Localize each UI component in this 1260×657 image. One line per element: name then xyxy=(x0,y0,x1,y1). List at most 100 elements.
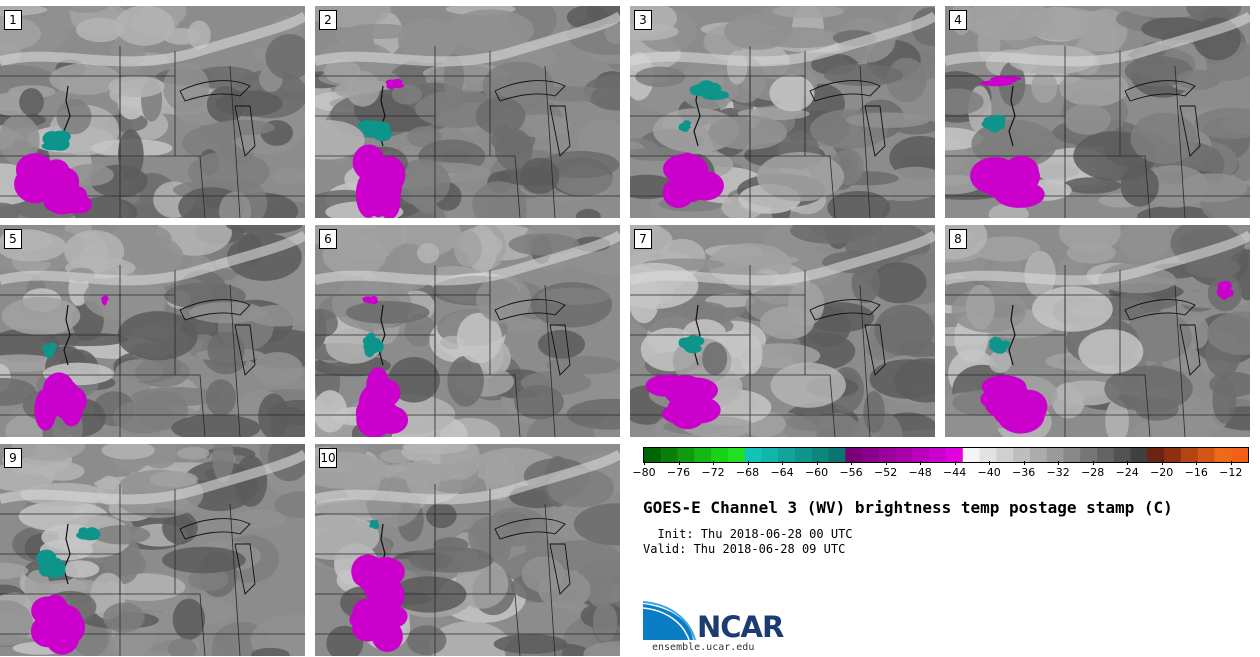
colorbar-bin xyxy=(1013,448,1031,462)
colorbar-bin xyxy=(1113,448,1132,462)
river-line xyxy=(693,85,701,147)
convective-cloud xyxy=(67,186,88,205)
cold-cloud-top xyxy=(375,340,384,353)
convective-cloud xyxy=(366,367,390,409)
cloud-texture xyxy=(1057,257,1085,280)
panel-number: 2 xyxy=(319,10,337,30)
colorbar-tickmark xyxy=(1196,461,1198,465)
colorbar-bin xyxy=(1147,448,1165,462)
cloud-texture xyxy=(271,167,305,185)
cloud-texture xyxy=(520,157,560,194)
cloud-texture xyxy=(114,6,175,46)
cloud-texture xyxy=(0,562,29,580)
panel-number: 8 xyxy=(949,229,967,249)
convective-cloud xyxy=(1221,288,1234,298)
cloud-texture xyxy=(250,614,305,656)
colorbar-bin xyxy=(1197,448,1215,462)
cloud-texture xyxy=(219,191,252,218)
colorbar-bin xyxy=(1214,448,1232,462)
cloud-texture xyxy=(117,129,144,180)
cloud-texture xyxy=(391,84,423,105)
moisture-band xyxy=(630,11,935,67)
cloud-texture xyxy=(83,274,169,321)
state-border xyxy=(435,155,521,218)
postage-stamp-panel-2: 2 xyxy=(315,6,620,218)
cold-cloud-top xyxy=(76,530,95,540)
state-border xyxy=(859,65,871,218)
cloud-texture xyxy=(807,302,875,333)
cold-cloud-top xyxy=(45,131,61,142)
cloud-texture xyxy=(1146,225,1171,257)
cloud-texture xyxy=(188,567,229,591)
cloud-texture xyxy=(592,602,618,642)
cloud-texture xyxy=(388,357,440,403)
cloud-texture xyxy=(113,399,175,434)
cloud-texture xyxy=(1024,7,1103,41)
cloud-texture xyxy=(772,6,844,19)
convective-cloud xyxy=(375,405,409,434)
state-border xyxy=(1174,65,1186,218)
cold-cloud-top xyxy=(995,119,1006,130)
map-image xyxy=(315,444,620,656)
colorbar-bin xyxy=(711,448,729,462)
state-border xyxy=(435,374,521,437)
cold-cloud-top xyxy=(679,123,689,129)
moisture-band xyxy=(315,449,620,505)
colorbar-bin xyxy=(1029,448,1048,462)
cloud-texture xyxy=(472,181,527,218)
state-border xyxy=(859,284,871,437)
postage-stamp-panel-10: 10 xyxy=(315,444,620,656)
logo-text: NCAR xyxy=(697,610,784,644)
cloud-texture xyxy=(266,400,305,425)
cloud-texture xyxy=(1066,241,1116,264)
cloud-texture xyxy=(56,98,92,135)
cloud-texture xyxy=(897,341,935,358)
cloud-texture xyxy=(315,514,380,560)
cloud-texture xyxy=(11,444,86,461)
cloud-texture xyxy=(538,329,585,359)
valid-time: Valid: Thu 2018-06-28 09 UTC xyxy=(643,542,846,556)
convective-cloud xyxy=(980,388,1018,410)
cloud-texture xyxy=(404,314,436,347)
cloud-texture xyxy=(274,491,305,519)
colorbar-bin xyxy=(1231,448,1248,462)
state-border xyxy=(750,155,836,218)
cloud-texture xyxy=(315,120,365,160)
cloud-texture xyxy=(566,398,620,430)
map-image xyxy=(0,444,305,656)
colorbar-tick-label: −32 xyxy=(1046,466,1070,479)
panel-number: 7 xyxy=(634,229,652,249)
init-time: Init: Thu 2018-06-28 00 UTC xyxy=(643,527,853,541)
colorbar-tickmark xyxy=(1092,461,1094,465)
convective-cloud xyxy=(355,170,382,218)
cold-cloud-top xyxy=(48,342,57,351)
colorbar xyxy=(643,447,1249,463)
cloud-texture xyxy=(1031,71,1058,103)
cloud-texture xyxy=(416,243,440,264)
cloud-texture xyxy=(1063,104,1111,135)
colorbar-bin xyxy=(727,448,746,462)
cloud-texture xyxy=(65,6,108,13)
cloud-texture xyxy=(1176,69,1221,90)
cloud-texture xyxy=(1063,177,1121,194)
map-image xyxy=(945,6,1250,218)
colorbar-bin xyxy=(795,448,813,462)
cloud-texture xyxy=(476,275,531,324)
state-border xyxy=(120,374,206,437)
colorbar-tick-label: −16 xyxy=(1184,466,1208,479)
colorbar-tick-label: −76 xyxy=(666,466,691,479)
cloud-texture xyxy=(1055,380,1120,406)
cloud-texture xyxy=(135,356,190,388)
cloud-texture xyxy=(149,470,198,488)
river-line xyxy=(1008,304,1016,366)
colorbar-bin xyxy=(677,448,695,462)
cloud-texture xyxy=(590,83,620,111)
colorbar-tickmark xyxy=(989,461,991,465)
postage-stamp-panel-4: 4 xyxy=(945,6,1250,218)
great-lakes-outline xyxy=(179,518,256,595)
colorbar-tickmark xyxy=(644,461,645,465)
state-border xyxy=(1065,374,1151,437)
cloud-texture xyxy=(406,625,447,656)
colorbar-bin xyxy=(946,448,964,462)
colorbar-tick-label: −44 xyxy=(943,466,967,479)
